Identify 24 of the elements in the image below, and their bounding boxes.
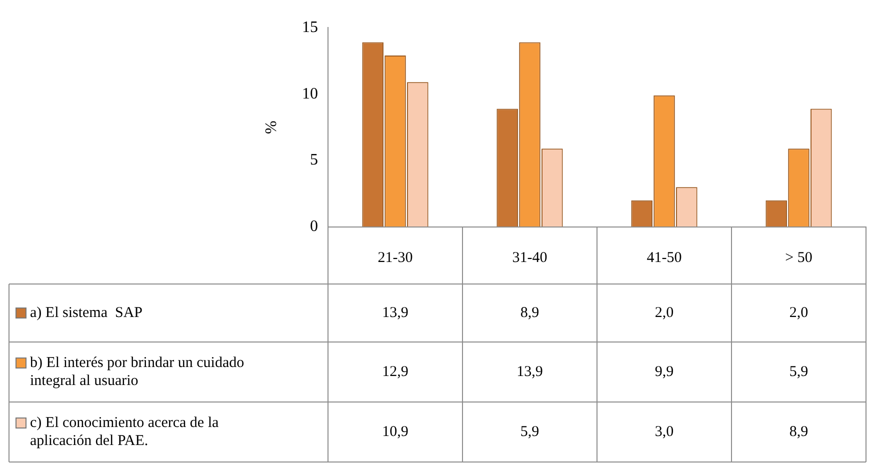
x-tick-label: 31-40 [512, 250, 548, 266]
data-label: 3,0 [654, 424, 674, 440]
data-label: 5,9 [789, 364, 808, 380]
x-tick-label: 41-50 [646, 250, 682, 266]
y-tick-label: 15 [302, 18, 318, 36]
data-label: 2,0 [654, 304, 674, 321]
data-label: 9,9 [654, 364, 674, 380]
legend-label: a) El sistema SAP [30, 304, 142, 321]
data-label: 13,9 [382, 304, 408, 321]
y-tick-label: 10 [302, 85, 318, 102]
data-label: 13,9 [516, 364, 543, 380]
data-label: 5,9 [520, 424, 540, 440]
x-tick-label: 21-30 [378, 250, 413, 266]
x-tick-label: > 50 [785, 250, 812, 266]
legend-label: b) El interés por brindar un cuidado integral al usuario [30, 354, 244, 389]
y-axis-title: % [262, 120, 280, 134]
data-label: 12,9 [382, 364, 408, 380]
data-label: 8,9 [789, 424, 808, 440]
y-tick-label: 0 [310, 218, 318, 236]
data-label: 8,9 [520, 304, 540, 321]
y-tick-label: 5 [310, 152, 318, 169]
data-label: 2,0 [789, 304, 808, 321]
data-label: 10,9 [382, 424, 408, 440]
legend-label: c) El conocimiento acerca de la aplicación del PAE. [30, 414, 219, 449]
